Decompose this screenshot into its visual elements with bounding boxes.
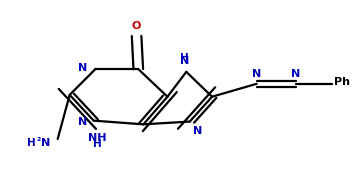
Text: H: H: [93, 139, 102, 149]
Text: N: N: [180, 56, 189, 66]
Text: NH: NH: [88, 133, 106, 143]
Text: Ph: Ph: [334, 77, 350, 87]
Text: N: N: [78, 117, 87, 127]
Text: N: N: [291, 69, 301, 79]
Text: N: N: [78, 63, 87, 73]
Text: N: N: [252, 69, 261, 79]
Text: N: N: [193, 126, 202, 136]
Text: H: H: [180, 53, 189, 63]
Text: ₂: ₂: [36, 133, 40, 143]
Text: O: O: [132, 21, 141, 31]
Text: H: H: [27, 138, 36, 148]
Text: N: N: [40, 138, 50, 148]
